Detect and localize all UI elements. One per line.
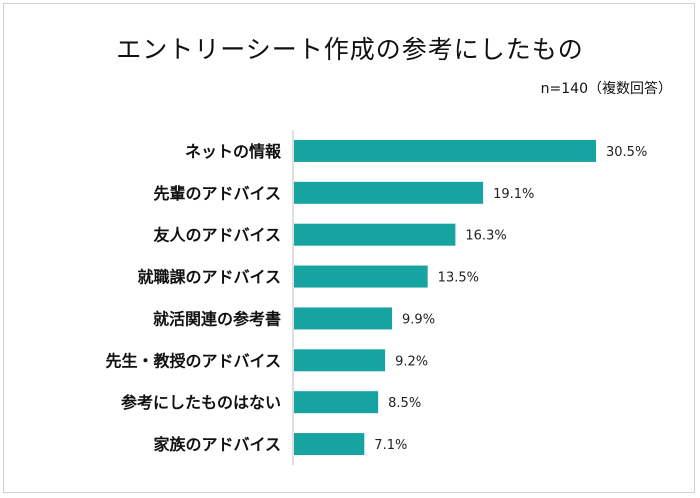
value-label: 13.5% bbox=[438, 271, 479, 286]
value-label: 30.5% bbox=[606, 145, 647, 160]
category-label: 先生・教授のアドバイス bbox=[105, 351, 281, 370]
category-label: 参考にしたものはない bbox=[121, 393, 281, 412]
value-label: 9.2% bbox=[395, 354, 428, 369]
category-label: 友人のアドバイス bbox=[153, 226, 281, 245]
bar bbox=[294, 265, 428, 288]
chart-title: エントリーシート作成の参考にしたもの bbox=[116, 35, 584, 64]
bar bbox=[294, 307, 393, 330]
category-label: 就職課のアドバイス bbox=[137, 268, 281, 287]
value-label: 7.1% bbox=[374, 438, 407, 453]
bar bbox=[294, 223, 456, 246]
category-label: ネットの情報 bbox=[185, 142, 282, 161]
category-label: 先輩のアドバイス bbox=[153, 184, 281, 203]
sample-size-note: n=140（複数回答） bbox=[540, 81, 672, 97]
bar bbox=[294, 181, 484, 204]
value-label: 9.9% bbox=[402, 312, 435, 327]
bar bbox=[294, 349, 386, 372]
value-label: 19.1% bbox=[493, 187, 534, 202]
bar bbox=[294, 433, 365, 456]
bar bbox=[294, 391, 379, 414]
category-label: 家族のアドバイス bbox=[153, 435, 281, 454]
category-label: 就活関連の参考書 bbox=[153, 309, 281, 328]
value-label: 8.5% bbox=[388, 396, 421, 411]
bar bbox=[294, 139, 596, 162]
value-label: 16.3% bbox=[465, 229, 506, 244]
